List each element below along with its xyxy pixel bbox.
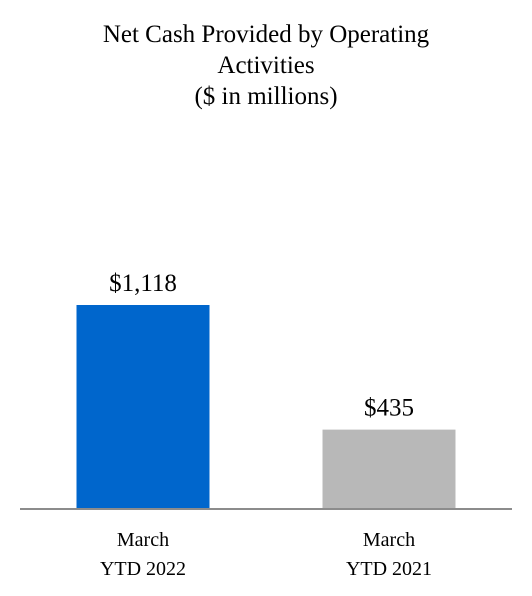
tick-label-1-line-1: March [117,529,169,551]
tick-label-2-line-1: March [363,529,415,551]
tick-label-2-line-2: YTD 2021 [346,558,432,580]
tick-label-1-line-2: YTD 2022 [100,558,186,580]
bar-1 [76,305,210,509]
bars [76,305,456,509]
bar-2 [322,429,456,509]
chart-title-line-2: Activities [217,52,314,79]
data-label-1: $1,118 [109,270,177,297]
data-label-2: $435 [364,395,414,422]
chart-title-line-3: ($ in millions) [194,83,337,110]
data-labels: $1,118 $435 [109,270,414,422]
category-tick-labels: March YTD 2022 March YTD 2021 [100,529,432,580]
chart-title: Net Cash Provided by Operating Activitie… [103,21,430,110]
chart-title-line-1: Net Cash Provided by Operating [103,21,430,48]
